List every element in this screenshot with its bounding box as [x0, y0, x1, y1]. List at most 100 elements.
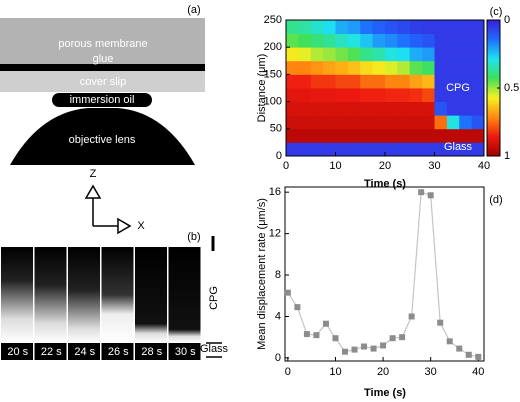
data-point	[475, 353, 482, 360]
colorbar-step	[487, 51, 500, 55]
colorbar-step	[487, 58, 500, 62]
heat-cell	[409, 88, 423, 102]
y-tick-label: 50	[270, 123, 282, 135]
heat-cell	[298, 101, 312, 116]
heat-cell	[459, 142, 473, 157]
layer-label: porous membrane	[58, 38, 147, 50]
heat-cell	[286, 33, 299, 48]
frame-label: 30 s	[175, 346, 196, 358]
panel-a: porous membrane glue cover slip immersio…	[0, 4, 205, 235]
arrow-head	[84, 184, 102, 199]
heat-cell	[335, 20, 349, 34]
colorbar-step	[487, 146, 500, 150]
colorbar-step	[487, 63, 500, 66]
colorbar-step	[487, 44, 500, 48]
colorbar-step	[487, 124, 500, 128]
heat-cell	[446, 47, 460, 62]
heat-cell	[347, 60, 361, 75]
heat-cell	[409, 33, 423, 48]
heat-cell	[434, 128, 448, 143]
frame-label: 20 s	[7, 346, 28, 358]
heat-cell	[323, 142, 336, 157]
heat-cell	[434, 60, 448, 75]
heat-cell	[459, 20, 473, 34]
heat-cell	[335, 142, 349, 157]
arrow-head	[117, 217, 132, 235]
frame-label-bg	[68, 343, 100, 360]
heat-cell	[459, 101, 473, 116]
heat-cell	[385, 115, 398, 130]
frame-label-bg	[135, 343, 167, 360]
heat-cell	[347, 128, 361, 143]
heat-cell	[298, 60, 312, 75]
y-axis-label: Mean displacement rate (μm/s)	[256, 198, 268, 350]
colorbar-step	[487, 40, 500, 44]
heat-cell	[372, 115, 386, 130]
lens	[10, 108, 195, 165]
heat-cell	[434, 47, 448, 62]
colorbar-step	[487, 117, 500, 121]
colorbar-step	[487, 42, 500, 46]
colorbar-step	[487, 128, 500, 132]
membrane	[0, 18, 205, 64]
heat-cell	[385, 33, 398, 48]
x-tick-label: 30	[425, 366, 437, 378]
heat-cell	[409, 128, 423, 143]
cover-slip	[0, 71, 205, 92]
y-tick-label: 150	[264, 68, 282, 80]
axis-symbol: X	[137, 220, 145, 232]
heat-cell	[347, 20, 361, 34]
data-point	[313, 332, 320, 339]
heat-cell	[397, 142, 411, 157]
heat-cell	[422, 115, 435, 130]
heat-cell	[385, 20, 398, 34]
heat-cell	[434, 33, 448, 48]
heat-cell	[471, 60, 485, 75]
side-label: Glass	[200, 343, 229, 355]
heat-cell	[372, 20, 386, 34]
axis-symbol: Z	[90, 168, 97, 180]
y-tick-label: 8	[275, 269, 281, 281]
heat-cell	[310, 74, 324, 89]
heat-cell	[385, 60, 398, 75]
heat-cell	[471, 20, 485, 34]
annotation: Glass	[444, 141, 473, 153]
heat-cell	[323, 101, 336, 116]
heat-cell	[360, 60, 374, 75]
heat-cell	[360, 47, 374, 62]
heat-cell	[323, 20, 336, 34]
heat-cell	[409, 115, 423, 130]
heat-cell	[397, 60, 411, 75]
oil-drop	[52, 93, 152, 107]
heat-cell	[286, 142, 299, 157]
heat-cell	[372, 128, 386, 143]
heat-cell	[323, 88, 336, 102]
panel-label: (c)	[490, 6, 503, 18]
heat-cell	[397, 115, 411, 130]
heat-cell	[409, 20, 423, 34]
colorbar-step	[487, 94, 500, 98]
data-point	[418, 189, 425, 196]
heat-cell	[471, 74, 485, 89]
colorbar-step	[487, 115, 500, 118]
heat-cell	[397, 101, 411, 116]
panel-label: (a)	[187, 4, 200, 16]
heat-cell	[372, 101, 386, 116]
heat-cell	[310, 128, 324, 143]
x-tick-label: 20	[377, 366, 389, 378]
heat-cell	[397, 128, 411, 143]
heat-cell	[310, 60, 324, 75]
colorbar-step	[487, 97, 500, 100]
heat-cell	[372, 33, 386, 48]
heat-cell	[434, 20, 448, 34]
colorbar-step	[487, 69, 500, 73]
panel-label: (d)	[489, 194, 502, 206]
heat-cell	[446, 115, 460, 130]
x-tick-label: 0	[283, 160, 289, 172]
colorbar-step	[487, 153, 500, 157]
heat-cell	[409, 101, 423, 116]
heat-cell	[459, 60, 473, 75]
colorbar-step	[487, 85, 500, 89]
heat-cell	[310, 33, 324, 48]
colorbar-step	[487, 81, 500, 84]
